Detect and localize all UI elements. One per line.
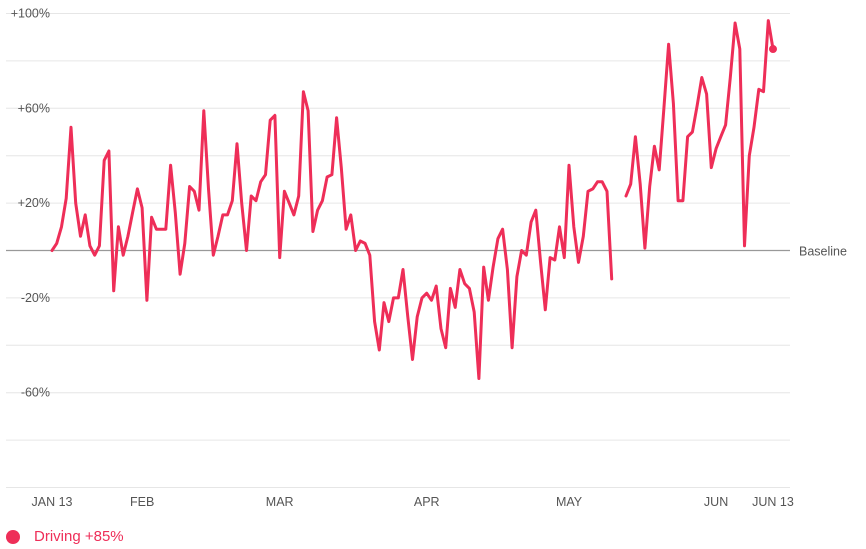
series-line-driving xyxy=(624,19,775,250)
baseline-label: Baseline xyxy=(799,245,847,259)
series-end-point xyxy=(769,45,777,54)
series-line-driving xyxy=(50,90,614,380)
y-tick-label: +60% xyxy=(18,101,50,115)
x-tick-label: JAN 13 xyxy=(32,495,73,509)
y-tick-label: -60% xyxy=(21,386,50,400)
legend-dot-icon xyxy=(6,529,20,544)
x-tick-label: FEB xyxy=(130,495,154,509)
x-tick-label: MAR xyxy=(266,495,294,509)
y-tick-label: +100% xyxy=(11,7,50,21)
y-tick-label: +20% xyxy=(18,196,50,210)
x-tick-label: JUN xyxy=(704,495,728,509)
x-tick-label: JUN 13 xyxy=(752,495,794,509)
y-tick-label: -20% xyxy=(21,291,50,305)
legend-label-driving: Driving +85% xyxy=(34,528,124,545)
x-tick-label: APR xyxy=(414,495,440,509)
x-tick-label: MAY xyxy=(556,495,583,509)
legend: Driving +85% xyxy=(6,528,124,545)
